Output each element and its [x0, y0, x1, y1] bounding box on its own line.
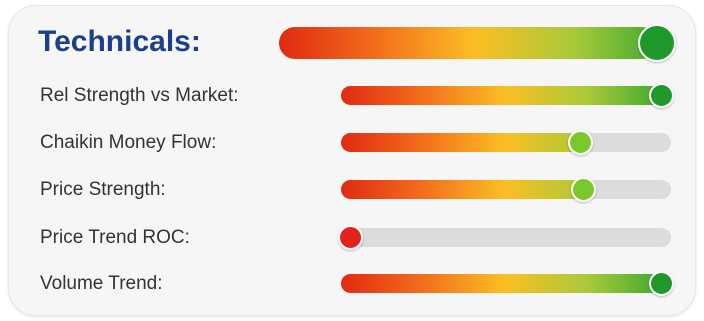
chaikin-money-flow-label: Chaikin Money Flow:	[40, 132, 217, 153]
volume-trend-knob	[649, 271, 674, 296]
overall-rating-fill	[279, 27, 657, 59]
overall-rating-bar	[279, 24, 676, 62]
chaikin-money-flow-fill	[341, 133, 581, 152]
chaikin-money-flow-bar	[341, 130, 671, 155]
section-title: Technicals:	[38, 25, 201, 58]
rel-strength-label: Rel Strength vs Market:	[40, 85, 239, 106]
volume-trend-fill	[341, 274, 662, 293]
volume-trend-bar	[341, 271, 674, 296]
rel-strength-fill	[341, 86, 662, 105]
price-strength-knob	[571, 177, 597, 202]
price-strength-label: Price Strength:	[40, 179, 166, 200]
overall-rating-knob	[638, 24, 676, 62]
price-strength-fill	[341, 180, 584, 199]
volume-trend-label: Volume Trend:	[40, 273, 163, 294]
chaikin-money-flow-knob	[568, 130, 594, 155]
rel-strength-bar	[341, 83, 674, 108]
price-trend-roc-bar	[338, 225, 671, 250]
price-trend-roc-label: Price Trend ROC:	[40, 227, 190, 248]
rel-strength-knob	[649, 83, 674, 108]
price-trend-roc-knob	[338, 225, 363, 250]
price-strength-bar	[341, 177, 671, 202]
